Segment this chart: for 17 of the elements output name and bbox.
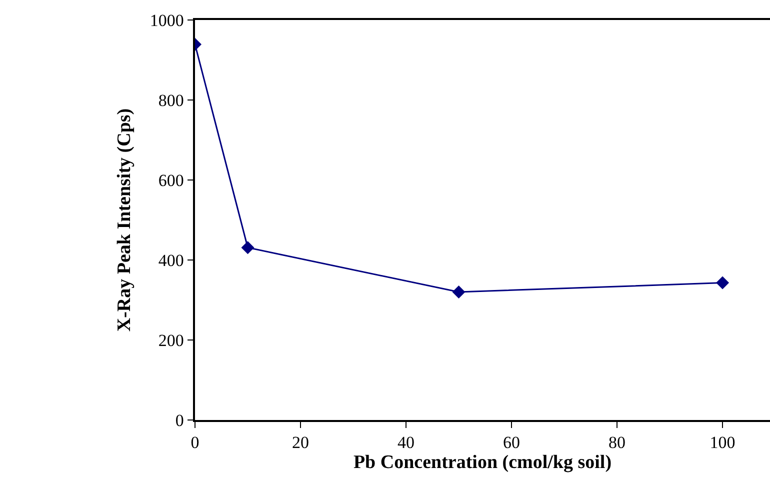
x-tick-label: 20 <box>292 433 309 452</box>
x-tick-label: 60 <box>503 433 520 452</box>
x-axis-title: Pb Concentration (cmol/kg soil) <box>353 452 612 474</box>
y-tick-label: 1000 <box>150 10 184 30</box>
y-tick-label: 0 <box>175 410 184 430</box>
x-tick-label: 0 <box>190 433 200 452</box>
y-tick-label: 800 <box>158 90 184 110</box>
y-tick-label: 400 <box>158 250 184 270</box>
x-tick-label: 100 <box>710 433 736 452</box>
point <box>716 276 730 290</box>
y-tick-label: 200 <box>158 330 184 350</box>
x-tick-label: 40 <box>398 433 415 452</box>
point <box>241 241 254 254</box>
point <box>452 286 466 298</box>
x-tick-label: 80 <box>608 433 626 452</box>
y-tick-label: 600 <box>158 170 184 190</box>
y-axis-title: X-Ray Peak Intensity (Cps) <box>114 108 136 332</box>
